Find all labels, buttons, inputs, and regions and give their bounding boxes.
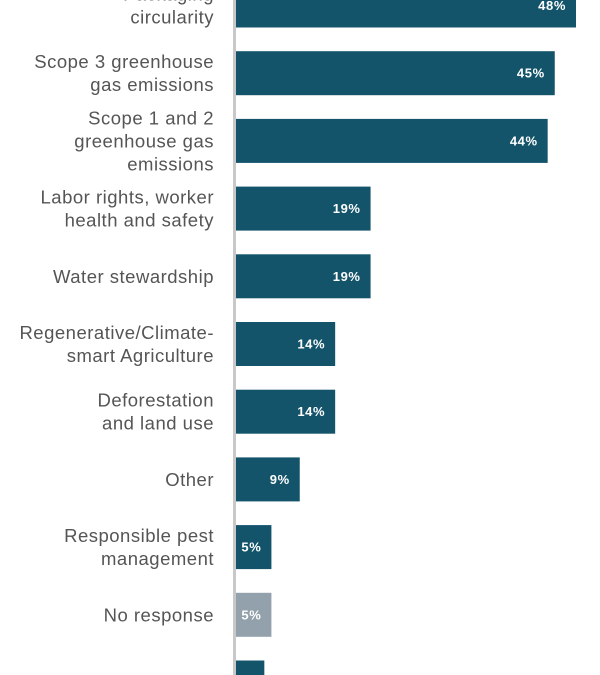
value-label-5: 14% [297,337,325,352]
value-label-9: 5% [241,607,261,622]
category-labels: Packaging circularity Scope 3 greenhousega… [19,0,215,675]
bar-6 [236,389,336,434]
category-label-8: Responsible pest management [64,525,214,569]
value-label-4: 19% [333,269,361,284]
category-label-4: Water stewardship [53,266,214,287]
category-label-0: Packaging circularity [123,0,214,28]
category-label-line: Labor rights, worker [41,187,214,208]
category-label-line: greenhouse gas [74,130,214,151]
category-label-2: Scope 1 and 2 greenhouse gas emissions [74,107,214,174]
category-label-1: Scope 3 greenhouse gas emissions [34,51,214,95]
category-label-line: Water stewardship [53,266,214,287]
value-label-2: 44% [510,133,538,148]
bar-5 [236,322,336,366]
bar-7 [236,457,300,502]
bar-0 [236,0,576,28]
category-label-line: Responsible pest [64,525,214,546]
category-label-line: and land use [102,413,214,434]
category-label-line: Animal feed [111,672,214,675]
category-label-7: Other [165,469,214,490]
category-label-line: smart Agriculture [67,345,214,366]
value-label-7: 9% [270,472,290,487]
value-labels: 48% 45% 44% 19% 19% 14% 14% 9% 5% 5% [241,0,566,622]
value-label-6: 14% [297,404,325,419]
bar-4 [236,254,371,299]
value-label-8: 5% [241,540,261,555]
category-label-line: Packaging [123,0,214,5]
category-label-10: Animal feed [111,672,214,675]
category-label-9: No response [104,604,214,625]
value-label-1: 45% [517,66,545,81]
category-label-line: emissions [127,153,214,174]
category-label-line: Scope 1 and 2 [88,107,214,128]
category-label-line: gas emissions [90,74,214,95]
bar-1 [236,51,555,96]
category-label-line: health and safety [65,210,215,231]
category-label-line: Scope 3 greenhouse [34,51,214,72]
category-label-line: Regenerative/Climate- [19,322,214,343]
category-label-5: Regenerative/Climate-smart Agriculture [19,322,214,366]
category-label-6: Deforestation and land use [97,390,214,434]
value-label-0: 48% [538,0,566,13]
bar-3 [236,186,371,231]
bar-8 [236,525,272,570]
bars-group [236,0,576,675]
category-label-3: Labor rights, worker health and safety [41,187,215,231]
category-label-line: management [101,548,214,569]
value-label-3: 19% [333,201,361,216]
category-label-line: No response [104,604,214,625]
category-label-line: circularity [130,7,214,28]
category-label-line: Deforestation [97,390,214,411]
category-label-line: Other [165,469,214,490]
bar-2 [236,118,548,163]
bar-9 [236,592,272,637]
bar-10 [236,660,265,675]
